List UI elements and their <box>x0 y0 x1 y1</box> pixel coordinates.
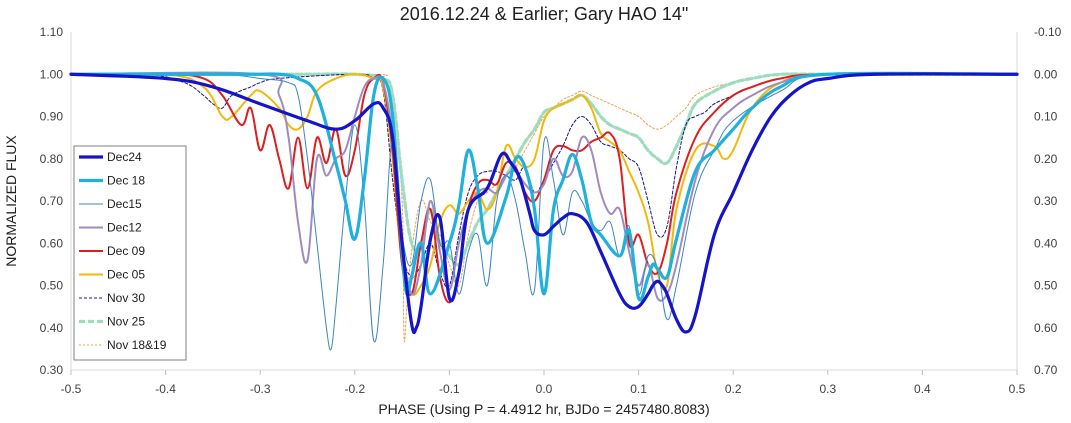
y-tick-label: 0.70 <box>40 194 64 208</box>
x-tick-label: -0.1 <box>439 382 460 396</box>
legend-label-0: Dec24 <box>107 150 142 164</box>
legend-label-6: Nov 30 <box>107 291 145 305</box>
y2-tick-label: -0.10 <box>1034 25 1062 39</box>
y2-tick-label: 0.60 <box>1034 321 1058 335</box>
x-tick-label: 0.4 <box>914 382 931 396</box>
x-tick-label: 0.0 <box>536 382 553 396</box>
legend-label-7: Nov 25 <box>107 315 145 329</box>
legend-label-5: Dec 05 <box>107 268 145 282</box>
chart-title: 2016.12.24 & Earlier; Gary HAO 14" <box>400 4 689 24</box>
y2-tick-label: 0.50 <box>1034 279 1058 293</box>
y2-tick-label: 0.20 <box>1034 152 1058 166</box>
legend-label-2: Dec15 <box>107 197 142 211</box>
series-line-1 <box>69 71 1019 302</box>
x-tick-label: -0.4 <box>155 382 176 396</box>
y-tick-label: 0.60 <box>40 236 64 250</box>
legend-label-1: Dec 18 <box>107 174 145 188</box>
y2-tick-label: 0.10 <box>1034 110 1058 124</box>
y-tick-label: 1.10 <box>40 25 64 39</box>
y-tick-label: 0.50 <box>40 279 64 293</box>
y2-tick-label: 0.00 <box>1034 67 1058 81</box>
x-tick-label: 0.3 <box>819 382 836 396</box>
series-line-4 <box>70 72 1018 304</box>
series-line-0 <box>69 72 1019 335</box>
series-line-2 <box>70 72 1018 351</box>
series-line-7 <box>69 72 1019 267</box>
x-axis-ticks: -0.5 -0.4 -0.3 -0.2 -0.1 0.0 0.1 0.2 0.3 0.4 0.5 <box>61 370 1026 396</box>
y-tick-label: 0.40 <box>40 321 64 335</box>
y2-tick-label: 0.30 <box>1034 194 1058 208</box>
legend-label-3: Dec12 <box>107 221 142 235</box>
x-tick-label: -0.2 <box>344 382 365 396</box>
y-tick-label: 1.00 <box>40 67 64 81</box>
legend: Dec24 Dec 18 Dec15 Dec12 Dec 09 Dec 05 Nov 30 N… <box>73 145 187 361</box>
x-axis-title: PHASE (Using P = 4.4912 hr, BJDo = 24574… <box>378 401 709 417</box>
x-tick-label: 0.1 <box>630 382 647 396</box>
x-tick-label: -0.5 <box>61 382 82 396</box>
y2-tick-label: 0.70 <box>1034 363 1058 377</box>
legend-label-8: Nov 18&19 <box>107 338 167 352</box>
x-tick-label: 0.5 <box>1009 382 1026 396</box>
y-tick-label: 0.80 <box>40 152 64 166</box>
series-layer <box>69 71 1019 351</box>
y-tick-label: 0.30 <box>40 363 64 377</box>
x-tick-label: 0.2 <box>725 382 742 396</box>
series-line-8 <box>70 73 1018 343</box>
y2-axis-ticks: 0.70 0.60 0.50 0.40 0.30 0.20 0.10 0.00 -0.10 <box>1034 25 1062 377</box>
y2-tick-label: 0.40 <box>1034 236 1058 250</box>
legend-label-4: Dec 09 <box>107 244 145 258</box>
x-tick-label: -0.3 <box>250 382 271 396</box>
y-axis-ticks: 0.30 0.40 0.50 0.60 0.70 0.80 0.90 1.00 1.10 <box>40 25 64 377</box>
y-tick-label: 0.90 <box>40 110 64 124</box>
y-axis-title: NORMALIZED FLUX <box>3 135 19 267</box>
